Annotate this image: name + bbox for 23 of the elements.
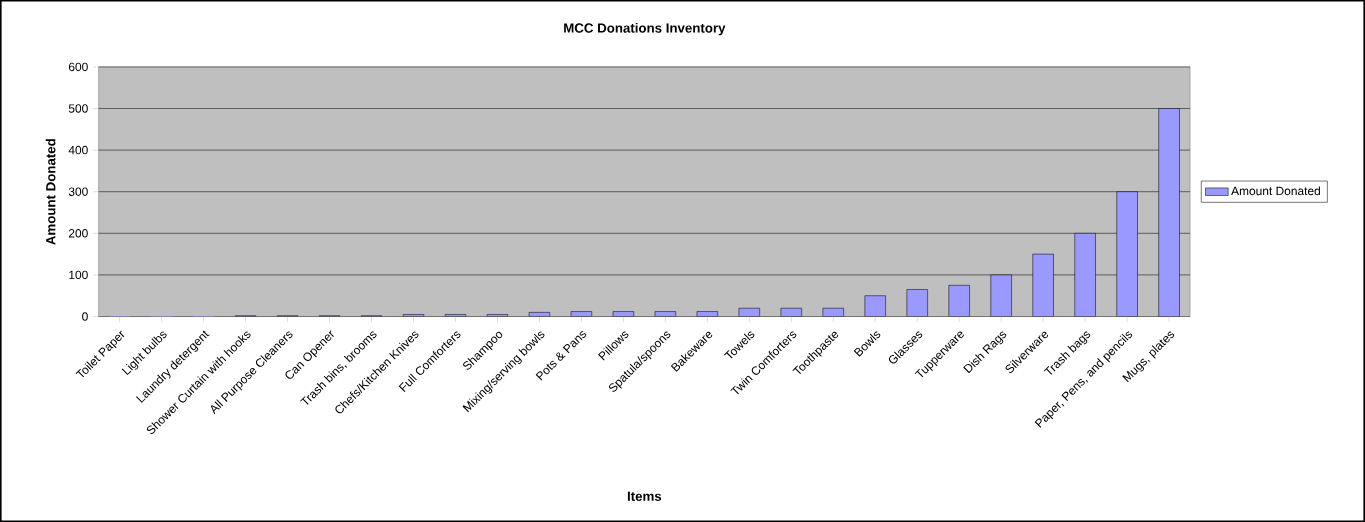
bar [948, 285, 970, 317]
x-axis-title: Items [627, 491, 662, 501]
bar [570, 311, 593, 317]
chart-title: MCC Donations Inventory [564, 22, 726, 36]
bar [696, 311, 718, 317]
y-tick-label: 600 [68, 62, 88, 72]
y-tick-label: 0 [82, 312, 88, 321]
legend-label: Amount Donated [1231, 186, 1320, 196]
bar [864, 295, 886, 317]
y-tick-label: 500 [68, 104, 88, 113]
y-tick-label: 400 [68, 145, 88, 155]
bar [654, 311, 677, 317]
bar [402, 314, 425, 317]
y-tick-label: 200 [68, 229, 88, 238]
bar [822, 307, 844, 317]
bar [528, 312, 551, 317]
y-axis-title: Amount Donated [45, 139, 56, 245]
bar [906, 289, 928, 317]
y-tick-label: 300 [68, 187, 88, 196]
bar [738, 307, 760, 317]
bar [780, 307, 802, 317]
y-tick-label: 100 [69, 270, 88, 280]
bar [612, 311, 635, 317]
